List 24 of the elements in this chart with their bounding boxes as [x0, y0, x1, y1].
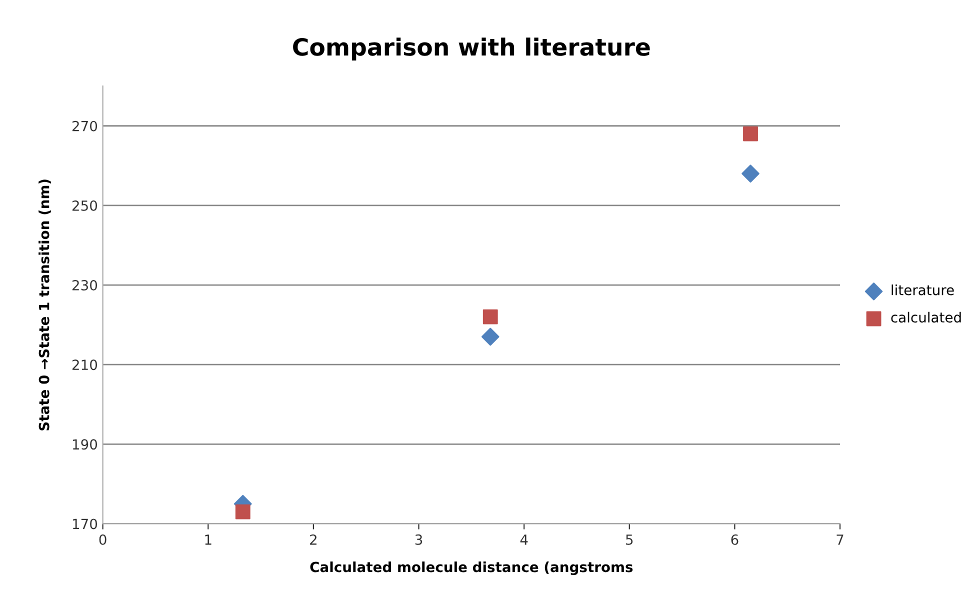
point [743, 126, 758, 142]
y-tick-label: 210 [72, 360, 98, 370]
x-tick-label: 5 [626, 534, 633, 545]
y-tick-label: 270 [72, 120, 98, 132]
point [481, 328, 500, 346]
y-tick-label: 230 [72, 280, 98, 290]
x-tick-label: 3 [415, 534, 422, 545]
y-tick-label: 250 [72, 200, 98, 211]
point [742, 164, 760, 183]
chart-title: Comparison with literature [293, 38, 650, 60]
x-tick-label: 4 [520, 534, 528, 545]
x-tick-label: 2 [310, 534, 316, 545]
y-tick-label: 170 [72, 518, 98, 530]
y-axis-title: State 0 →State 1 transition (nm) [38, 180, 51, 430]
x-tick-label: 7 [836, 534, 844, 545]
x-tick-label: 0 [99, 534, 106, 545]
legend-label: calculated [891, 312, 961, 323]
y-tick-label: 190 [72, 439, 98, 450]
x-tick-label: 6 [731, 534, 738, 545]
point [482, 309, 498, 324]
point [235, 504, 250, 520]
x-tick-label: 1 [205, 534, 212, 545]
legend-label: literature [892, 284, 954, 296]
x-axis-title: Calculated molecule distance (angstroms [310, 561, 633, 576]
